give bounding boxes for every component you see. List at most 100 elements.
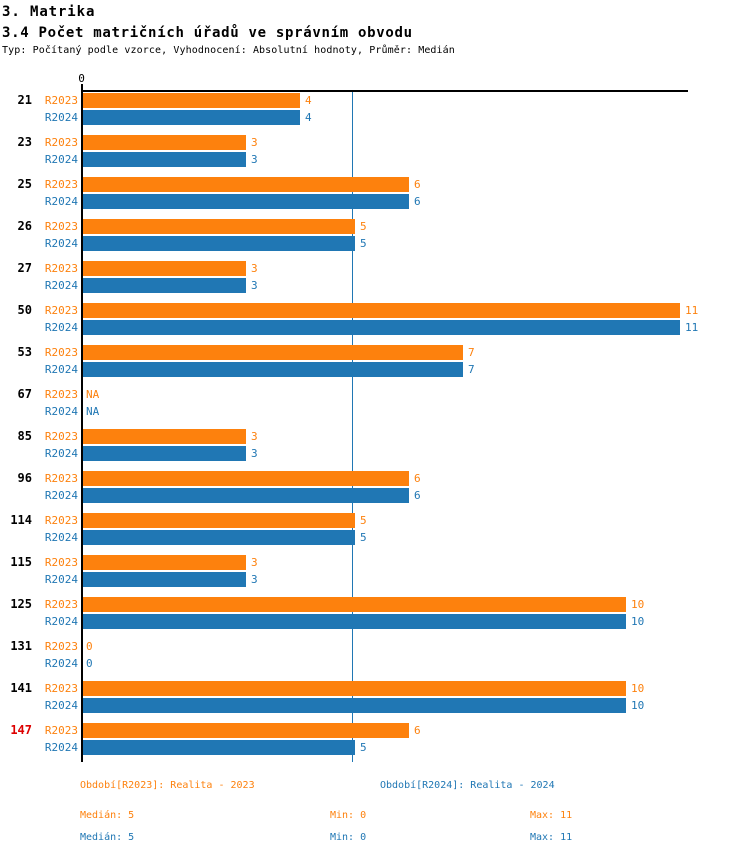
- series-label-r2023: R2023: [44, 262, 78, 275]
- value-label: 3: [251, 262, 258, 275]
- value-label: 0: [86, 657, 93, 670]
- value-label: 5: [360, 514, 367, 527]
- value-label: 6: [414, 489, 421, 502]
- category-label: 141: [10, 681, 32, 695]
- chart-meta-line: Typ: Počítaný podle vzorce, Vyhodnocení:…: [2, 45, 455, 56]
- stat-max-r2023: Max: 11: [530, 810, 573, 821]
- category-label: 27: [17, 261, 32, 275]
- bar-r2023: [83, 219, 355, 234]
- legend-item-r2024: Období[R2024]: Realita - 2024: [380, 780, 555, 791]
- value-label: 3: [251, 136, 258, 149]
- series-label-r2024: R2024: [44, 657, 78, 670]
- stat-min-r2023: Min: 0: [330, 810, 367, 821]
- category-label: 53: [17, 345, 32, 359]
- bar-r2023: [83, 597, 626, 612]
- value-label-na: NA: [86, 405, 100, 418]
- series-label-r2023: R2023: [44, 598, 78, 611]
- series-label-r2023: R2023: [44, 304, 78, 317]
- value-label: 7: [468, 346, 475, 359]
- series-label-r2024: R2024: [44, 363, 78, 376]
- bar-r2024: [83, 236, 355, 251]
- series-label-r2024: R2024: [44, 489, 78, 502]
- series-label-r2023: R2023: [44, 514, 78, 527]
- bar-r2024: [83, 194, 409, 209]
- series-label-r2023: R2023: [44, 94, 78, 107]
- value-label: 3: [251, 430, 258, 443]
- series-label-r2023: R2023: [44, 220, 78, 233]
- bar-r2023: [83, 261, 246, 276]
- median-line: [352, 92, 353, 762]
- bar-r2023: [83, 345, 463, 360]
- value-label: 3: [251, 447, 258, 460]
- stat-median-r2024: Medián: 5: [80, 832, 135, 843]
- bar-r2024: [83, 362, 463, 377]
- bar-r2024: [83, 110, 300, 125]
- bar-r2024: [83, 740, 355, 755]
- value-label: 5: [360, 531, 367, 544]
- value-label: 11: [685, 321, 699, 334]
- bar-r2023: [83, 303, 680, 318]
- series-label-r2024: R2024: [44, 111, 78, 124]
- series-label-r2024: R2024: [44, 195, 78, 208]
- value-label: 6: [414, 472, 421, 485]
- series-label-r2024: R2024: [44, 237, 78, 250]
- stat-max-r2024: Max: 11: [530, 832, 573, 843]
- bar-r2024: [83, 446, 246, 461]
- series-label-r2023: R2023: [44, 724, 78, 737]
- bar-r2023: [83, 723, 409, 738]
- category-label: 50: [17, 303, 32, 317]
- series-label-r2023: R2023: [44, 682, 78, 695]
- stat-min-r2024: Min: 0: [330, 832, 367, 843]
- series-label-r2023: R2023: [44, 346, 78, 359]
- series-label-r2024: R2024: [44, 279, 78, 292]
- value-label: 6: [414, 724, 421, 737]
- series-label-r2024: R2024: [44, 699, 78, 712]
- category-label: 23: [17, 135, 32, 149]
- bar-r2023: [83, 429, 246, 444]
- bar-r2024: [83, 698, 626, 713]
- value-label: 6: [414, 195, 421, 208]
- chart-title: 3.4 Počet matričních úřadů ve správním o…: [2, 25, 413, 41]
- bar-r2023: [83, 135, 246, 150]
- category-label: 114: [10, 513, 32, 527]
- x-axis-zero-tick-label: 0: [78, 72, 85, 85]
- bar-r2024: [83, 572, 246, 587]
- series-label-r2023: R2023: [44, 640, 78, 653]
- series-label-r2023: R2023: [44, 388, 78, 401]
- bar-r2024: [83, 530, 355, 545]
- series-label-r2024: R2024: [44, 153, 78, 166]
- category-label: 115: [10, 555, 32, 569]
- bar-r2023: [83, 471, 409, 486]
- value-label: 10: [631, 598, 645, 611]
- value-label: 0: [86, 640, 93, 653]
- series-label-r2024: R2024: [44, 447, 78, 460]
- value-label: 3: [251, 279, 258, 292]
- series-label-r2023: R2023: [44, 556, 78, 569]
- series-label-r2024: R2024: [44, 741, 78, 754]
- stat-median-r2023: Medián: 5: [80, 810, 135, 821]
- bar-r2024: [83, 488, 409, 503]
- value-label: 11: [685, 304, 699, 317]
- value-label: 3: [251, 153, 258, 166]
- value-label: 5: [360, 237, 367, 250]
- bar-r2024: [83, 614, 626, 629]
- value-label: 4: [305, 94, 312, 107]
- value-label: 3: [251, 573, 258, 586]
- series-label-r2023: R2023: [44, 430, 78, 443]
- category-label: 125: [10, 597, 32, 611]
- series-label-r2024: R2024: [44, 531, 78, 544]
- value-label: 4: [305, 111, 312, 124]
- series-label-r2024: R2024: [44, 615, 78, 628]
- legend-item-r2023: Období[R2023]: Realita - 2023: [80, 780, 255, 791]
- category-label: 147: [10, 723, 32, 737]
- bar-r2023: [83, 513, 355, 528]
- category-label: 21: [17, 93, 32, 107]
- category-label: 96: [17, 471, 32, 485]
- value-label-na: NA: [86, 388, 100, 401]
- series-label-r2023: R2023: [44, 178, 78, 191]
- value-label: 5: [360, 220, 367, 233]
- value-label: 7: [468, 363, 475, 376]
- x-axis-line: [81, 90, 688, 92]
- section-title: 3. Matrika: [2, 4, 96, 20]
- value-label: 10: [631, 699, 645, 712]
